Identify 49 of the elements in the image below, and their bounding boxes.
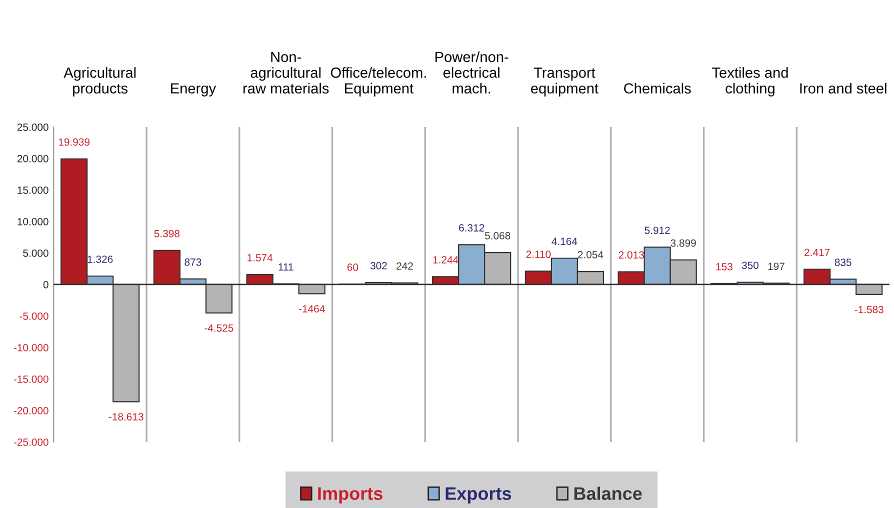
data-label: 111 <box>278 263 294 271</box>
data-label: -4.525 <box>204 324 234 332</box>
x-tick-label: Non- agricultural raw materials <box>243 52 329 94</box>
data-label: -1.583 <box>854 306 884 314</box>
data-label: 2.110 <box>526 250 551 258</box>
data-label: 19.939 <box>58 138 90 146</box>
x-tick-label: Agricultural products <box>64 67 136 96</box>
legend-label: Imports <box>318 487 382 504</box>
data-label: -18.613 <box>108 413 144 420</box>
data-label: 153 <box>716 262 732 270</box>
data-label: 197 <box>768 262 784 270</box>
y-tick-label: 20.000 <box>17 154 48 162</box>
data-label: 6.312 <box>459 224 484 232</box>
data-label: 835 <box>834 258 852 266</box>
y-tick-label: -25.000 <box>14 438 48 446</box>
legend-label: Exports <box>446 487 512 504</box>
data-label: 242 <box>396 262 413 270</box>
data-label: 5.398 <box>154 230 180 238</box>
x-tick-label: Textiles and clothing <box>712 67 788 96</box>
data-label: 5.068 <box>484 232 510 240</box>
data-label: 350 <box>742 262 758 270</box>
data-label: 2.417 <box>804 248 830 256</box>
data-label: 1.574 <box>248 254 273 262</box>
data-label: 4.164 <box>552 238 578 246</box>
y-tick-label: 15.000 <box>18 186 48 194</box>
y-tick-label: -20.000 <box>14 406 48 414</box>
x-tick-label: Chemicals <box>624 82 691 94</box>
x-tick-label: Office/telecom. Equipment <box>330 67 426 96</box>
data-label: 2.054 <box>578 250 604 258</box>
data-label: -1464 <box>298 305 325 312</box>
x-tick-label: Transport equipment <box>531 68 598 96</box>
data-label: 302 <box>370 262 387 270</box>
y-tick-label: -10.000 <box>14 344 48 352</box>
y-tick-label: 5.000 <box>23 249 48 257</box>
data-label: 873 <box>184 258 202 266</box>
y-tick-label: 25.000 <box>17 124 48 131</box>
data-label: 3.899 <box>670 239 696 247</box>
data-label: 5.912 <box>644 226 670 234</box>
x-tick-label: Iron and steel <box>800 82 886 94</box>
x-tick-label: Power/non- electrical mach. <box>435 51 508 94</box>
data-label: 1.326 <box>88 256 113 263</box>
y-tick-label: 0 <box>43 280 48 288</box>
data-label: 2.013 <box>618 251 644 259</box>
y-tick-label: -5.000 <box>20 312 48 320</box>
y-tick-label: -15.000 <box>14 375 48 383</box>
y-tick-label: 10.000 <box>18 218 48 226</box>
legend-label: Balance <box>574 486 642 500</box>
x-tick-label: Energy <box>171 83 216 96</box>
data-label: 60 <box>347 264 358 271</box>
